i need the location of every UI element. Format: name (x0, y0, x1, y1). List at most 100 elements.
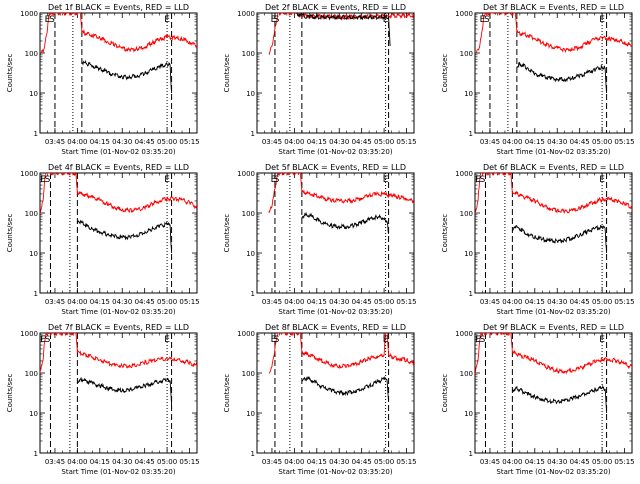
y-tick-label: 1000 (455, 170, 473, 178)
marker-label-s: S (484, 15, 490, 25)
marker-label-e: E (383, 335, 389, 345)
x-tick-label: 05:00 (157, 458, 177, 466)
y-tick-label: 10 (29, 90, 38, 98)
x-tick-label: 04:15 (525, 298, 545, 306)
panel-title: Det 7f BLACK = Events, RED = LLD (48, 323, 189, 332)
x-tick-label: 05:15 (179, 458, 199, 466)
panel-title: Det 1f BLACK = Events, RED = LLD (48, 3, 189, 12)
x-tick-label: 05:15 (396, 298, 416, 306)
x-tick-label: 05:15 (179, 138, 199, 146)
y-axis-label: Counts/sec (6, 54, 14, 93)
y-tick-label: 10 (29, 250, 38, 258)
y-tick-label: 100 (242, 50, 255, 58)
y-tick-label: 1000 (455, 330, 473, 338)
x-axis-label: Start Time (01-Nov-02 03:35:20) (278, 468, 392, 476)
y-tick-label: 1 (251, 290, 255, 298)
marker-label-s: S (480, 335, 486, 345)
y-tick-label: 1 (469, 450, 473, 458)
plot-frame (39, 332, 198, 454)
marker-label-e: E (475, 335, 481, 345)
x-tick-label: 04:45 (570, 298, 590, 306)
x-tick-label: 04:45 (352, 458, 372, 466)
plot-frame (39, 172, 198, 294)
x-axis-label: Start Time (01-Nov-02 03:35:20) (61, 468, 175, 476)
x-tick-label: 04:30 (329, 298, 349, 306)
x-tick-label: 04:45 (135, 298, 155, 306)
x-tick-label: 04:30 (112, 298, 132, 306)
plot-frame (474, 332, 633, 454)
y-tick-label: 100 (460, 370, 473, 378)
lld-series-line (40, 333, 197, 374)
x-tick-label: 05:00 (157, 138, 177, 146)
marker-label-e: E (475, 175, 481, 185)
x-tick-label: 04:00 (502, 298, 522, 306)
y-tick-label: 1000 (20, 170, 38, 178)
x-tick-label: 04:30 (547, 298, 567, 306)
marker-label-s: S (45, 335, 51, 345)
x-tick-label: 04:00 (502, 138, 522, 146)
x-tick-label: 05:15 (396, 458, 416, 466)
x-tick-label: 05:15 (179, 298, 199, 306)
x-tick-label: 04:00 (67, 458, 87, 466)
y-tick-label: 100 (460, 210, 473, 218)
marker-label-e: E (45, 15, 51, 25)
y-tick-label: 10 (464, 410, 473, 418)
x-axis-label: Start Time (01-Nov-02 03:35:20) (496, 308, 610, 316)
x-tick-label: 05:15 (614, 298, 634, 306)
marker-label-s: S (274, 335, 280, 345)
lld-series-line (268, 333, 414, 374)
x-tick-label: 04:45 (352, 138, 372, 146)
events-series-line (511, 224, 608, 254)
x-tick-label: 04:00 (284, 458, 304, 466)
y-tick-label: 1000 (20, 330, 38, 338)
panel-title: Det 3f BLACK = Events, RED = LLD (483, 3, 624, 12)
x-tick-label: 04:15 (90, 138, 110, 146)
marker-label-e: E (164, 15, 170, 25)
y-tick-label: 100 (242, 370, 255, 378)
x-tick-label: 05:00 (592, 138, 612, 146)
lld-series-line (475, 173, 632, 214)
y-tick-label: 1 (251, 130, 255, 138)
y-tick-label: 10 (464, 90, 473, 98)
marker-label-e: E (599, 335, 605, 345)
marker-label-e: E (271, 335, 277, 345)
x-tick-label: 05:15 (614, 458, 634, 466)
plot-frame (256, 332, 415, 454)
y-tick-label: 1 (469, 130, 473, 138)
panel-title: Det 4f BLACK = Events, RED = LLD (48, 163, 189, 172)
y-axis-label: Counts/sec (223, 54, 231, 93)
y-tick-label: 1000 (237, 170, 255, 178)
x-tick-label: 04:00 (284, 298, 304, 306)
x-tick-label: 04:30 (112, 138, 132, 146)
marker-label-e: E (40, 175, 46, 185)
x-tick-label: 04:30 (329, 458, 349, 466)
x-tick-label: 04:45 (570, 458, 590, 466)
y-tick-label: 10 (246, 90, 255, 98)
plot-frame (474, 172, 633, 294)
x-tick-label: 04:15 (307, 138, 327, 146)
y-tick-label: 100 (25, 50, 38, 58)
marker-label-e: E (164, 335, 170, 345)
x-axis-label: Start Time (01-Nov-02 03:35:20) (61, 308, 175, 316)
marker-label-e: E (271, 15, 277, 25)
x-tick-label: 05:15 (396, 138, 416, 146)
y-tick-label: 1000 (237, 330, 255, 338)
x-tick-label: 05:00 (592, 458, 612, 466)
plot-frame (256, 172, 415, 294)
y-tick-label: 1000 (237, 10, 255, 18)
y-tick-label: 100 (25, 210, 38, 218)
x-axis-label: Start Time (01-Nov-02 03:35:20) (278, 308, 392, 316)
events-series-line (81, 59, 173, 94)
x-tick-label: 05:00 (374, 138, 394, 146)
marker-label-s: S (49, 15, 55, 25)
marker-label-e: E (383, 15, 389, 25)
marker-label-e: E (383, 175, 389, 185)
x-tick-label: 05:15 (614, 138, 634, 146)
x-axis-label: Start Time (01-Nov-02 03:35:20) (278, 148, 392, 156)
x-tick-label: 04:00 (67, 138, 87, 146)
panel-title: Det 5f BLACK = Events, RED = LLD (265, 163, 406, 172)
x-axis-label: Start Time (01-Nov-02 03:35:20) (496, 148, 610, 156)
y-tick-label: 10 (246, 410, 255, 418)
panel-title: Det 2f BLACK = Events, RED = LLD (265, 3, 406, 12)
y-tick-label: 100 (460, 50, 473, 58)
